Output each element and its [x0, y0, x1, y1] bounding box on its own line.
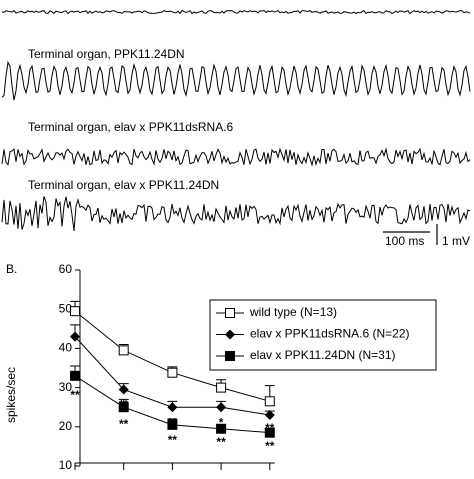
legend-label: wild type (N=13): [249, 305, 337, 319]
point: [118, 384, 129, 395]
y-tick-label: 50: [59, 301, 73, 315]
point: [264, 427, 275, 438]
point: [167, 402, 178, 413]
significance: **: [216, 435, 226, 449]
legend-label: elav x PPK11dsRNA.6 (N=22): [250, 327, 410, 341]
scale-bar: [383, 224, 438, 245]
y-tick-label: 20: [59, 419, 73, 433]
significance: **: [119, 417, 129, 431]
point: [216, 382, 227, 393]
y-tick-label: 30: [59, 380, 73, 394]
point: [216, 423, 227, 434]
trace: [1, 9, 471, 15]
significance: **: [265, 439, 275, 453]
trace-label: Terminal organ, elav x PPK11dsRNA.6: [28, 120, 234, 134]
point: [70, 331, 80, 342]
y-tick-label: 60: [59, 262, 73, 276]
point: [118, 402, 129, 413]
significance: *: [219, 415, 224, 429]
scale-voltage: 1 mV: [442, 234, 470, 248]
point: [70, 370, 80, 381]
y-axis-label: spikes/sec: [4, 367, 18, 423]
point: [216, 402, 227, 413]
legend: [209, 299, 437, 371]
legend-marker: [225, 329, 235, 340]
trace: [1, 196, 471, 232]
point: [167, 367, 178, 378]
significance: **: [168, 433, 178, 447]
point: [264, 410, 275, 421]
point: [264, 396, 275, 407]
significance: **: [70, 388, 80, 402]
scale-time: 100 ms: [385, 234, 424, 248]
legend-label: elav x PPK11.24DN (N=31): [250, 348, 396, 362]
legend-marker: [225, 351, 235, 361]
y-tick-label: 40: [59, 341, 73, 355]
legend-marker: [225, 308, 235, 318]
trace-label: Terminal organ, PPK11.24DN: [28, 47, 185, 61]
panel-label: B.: [6, 262, 17, 276]
y-tick-label: 10: [59, 458, 73, 472]
trace: [1, 60, 471, 101]
point: [70, 306, 80, 317]
point: [167, 419, 178, 430]
trace-label: Terminal organ, elav x PPK11.24DN: [28, 178, 219, 192]
point: [118, 345, 129, 356]
trace: [1, 147, 471, 167]
